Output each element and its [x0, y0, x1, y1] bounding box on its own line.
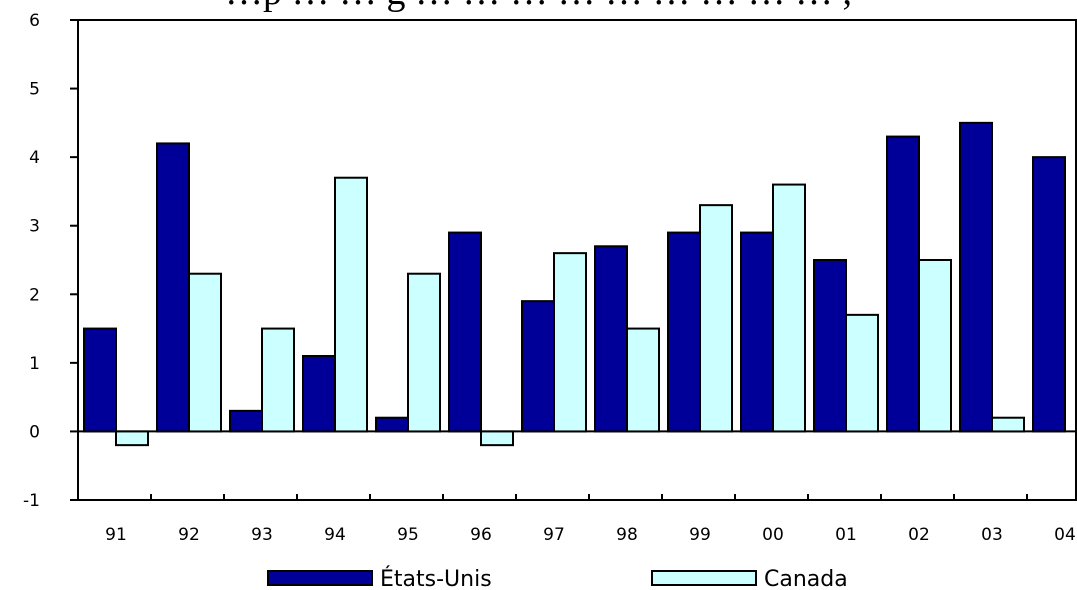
x-tick-label: 93 [251, 525, 273, 545]
bar-etats-unis-93 [229, 409, 263, 433]
legend-swatch-canada [651, 570, 757, 586]
bar-etats-unis-97 [521, 300, 555, 433]
legend: États-Unis Canada [267, 566, 848, 590]
x-tick-label: 99 [689, 525, 711, 545]
bar-etats-unis-94 [302, 355, 336, 433]
y-tick-label: -1 [23, 491, 40, 511]
x-tick-label: 96 [470, 525, 492, 545]
bar-etats-unis-98 [594, 245, 628, 433]
bar-canada-92 [188, 272, 222, 433]
x-tick-label: 94 [324, 525, 346, 545]
chart-title: …p … … g … … … … … … … … … , [0, 0, 1077, 12]
bar-canada-97 [553, 252, 587, 433]
legend-label-etats-unis: États-Unis [380, 566, 492, 590]
bar-canada-01 [845, 313, 879, 433]
bar-canada-94 [334, 176, 368, 433]
x-tick-label: 00 [762, 525, 784, 545]
x-tick-label: 98 [616, 525, 638, 545]
x-tick-label: 02 [908, 525, 930, 545]
y-tick-label: 4 [29, 148, 40, 168]
bar-etats-unis-01 [813, 259, 847, 433]
y-axis-labels: -1 0 1 2 3 4 5 6 [23, 11, 40, 511]
x-tick-label: 97 [543, 525, 565, 545]
bar-canada-03 [991, 416, 1025, 433]
bar-canada-91 [115, 430, 149, 447]
bars [83, 121, 1066, 447]
bar-canada-95 [407, 272, 441, 433]
x-axis-labels: 91 92 93 94 95 96 97 98 99 00 01 02 03 04 [105, 525, 1076, 545]
bar-etats-unis-04 [1032, 156, 1066, 433]
y-tick-label: 6 [29, 11, 40, 31]
y-tick-label: 0 [29, 422, 40, 442]
plot-frame [77, 19, 1077, 501]
bar-canada-98 [626, 327, 660, 433]
bar-canada-00 [772, 183, 806, 433]
y-tick-label: 1 [29, 354, 40, 374]
bar-etats-unis-91 [83, 327, 117, 433]
x-tick-label: 92 [178, 525, 200, 545]
bar-etats-unis-02 [886, 135, 920, 433]
x-tick-label: 95 [397, 525, 419, 545]
bar-etats-unis-92 [156, 142, 190, 433]
bar-canada-93 [261, 327, 295, 433]
bar-etats-unis-95 [375, 416, 409, 433]
x-tick-label: 03 [981, 525, 1003, 545]
bar-canada-02 [918, 259, 952, 433]
legend-swatch-etats-unis [267, 570, 373, 586]
bar-etats-unis-00 [740, 231, 774, 433]
bar-etats-unis-96 [448, 231, 482, 433]
y-tick-label: 5 [29, 80, 40, 100]
bar-canada-96 [480, 430, 514, 447]
x-tick-label: 91 [105, 525, 127, 545]
y-tick-label: 3 [29, 217, 40, 237]
bar-etats-unis-99 [667, 231, 701, 433]
bar-canada-99 [699, 204, 733, 433]
legend-label-canada: Canada [764, 567, 848, 590]
x-tick-label: 01 [835, 525, 857, 545]
bar-etats-unis-03 [959, 121, 993, 433]
x-tick-label: 04 [1054, 525, 1076, 545]
y-tick-label: 2 [29, 285, 40, 305]
